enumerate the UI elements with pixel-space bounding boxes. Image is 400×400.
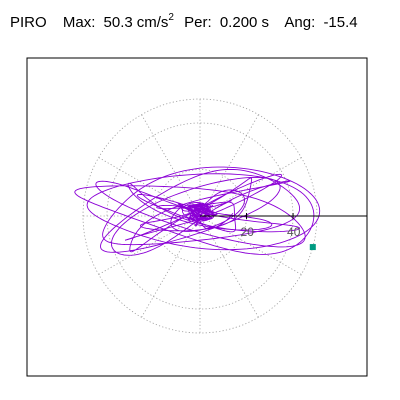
orbit-trace	[74, 166, 321, 256]
ring-labels: 20 40	[241, 213, 301, 239]
grid-spoke-150	[98, 157, 201, 217]
max-label: Max:	[62, 14, 96, 31]
max-point-marker	[309, 244, 316, 251]
grid-spoke-240	[141, 215, 201, 318]
orbit-path	[74, 166, 321, 256]
grid-spoke-300	[199, 215, 259, 318]
grid-spoke-210	[98, 215, 201, 275]
grid-spoke-60	[199, 114, 259, 217]
angle-value: -15.4	[323, 14, 358, 31]
plot-frame	[26, 57, 368, 377]
max-value: 50.3	[103, 14, 133, 31]
ring-label-40: 40	[287, 225, 301, 239]
period-label: Per:	[184, 14, 212, 31]
period-value: 0.200 s	[219, 14, 270, 31]
ring-label-20: 20	[241, 225, 255, 239]
plot-header: PIRO Max: 50.3 cm/s2 Per: 0.200 s Ang: -1…	[10, 12, 362, 31]
station-name: PIRO	[10, 14, 47, 31]
max-marker	[309, 244, 316, 251]
grid-spoke-330	[199, 215, 302, 275]
grid-spoke-120	[141, 114, 201, 217]
max-unit: cm/s	[136, 14, 169, 31]
max-unit-exponent: 2	[168, 12, 174, 23]
angle-label: Ang:	[284, 14, 316, 31]
